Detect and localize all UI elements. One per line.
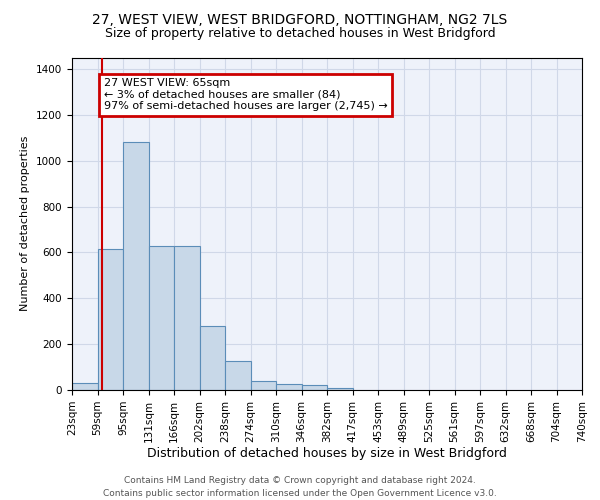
Text: Size of property relative to detached houses in West Bridgford: Size of property relative to detached ho… <box>104 28 496 40</box>
Bar <box>72 383 97 390</box>
Bar <box>97 249 123 390</box>
Text: 27, WEST VIEW, WEST BRIDGFORD, NOTTINGHAM, NG2 7LS: 27, WEST VIEW, WEST BRIDGFORD, NOTTINGHA… <box>92 12 508 26</box>
Text: 27 WEST VIEW: 65sqm
← 3% of detached houses are smaller (84)
97% of semi-detache: 27 WEST VIEW: 65sqm ← 3% of detached hou… <box>104 78 388 112</box>
Bar <box>225 362 251 390</box>
Bar <box>199 326 225 390</box>
X-axis label: Distribution of detached houses by size in West Bridgford: Distribution of detached houses by size … <box>147 448 507 460</box>
Bar <box>276 384 302 390</box>
Text: Contains HM Land Registry data © Crown copyright and database right 2024.
Contai: Contains HM Land Registry data © Crown c… <box>103 476 497 498</box>
Bar <box>251 381 276 390</box>
Bar <box>327 388 353 390</box>
Bar <box>174 246 199 390</box>
Bar <box>302 386 327 390</box>
Bar <box>149 246 174 390</box>
Bar <box>123 142 149 390</box>
Y-axis label: Number of detached properties: Number of detached properties <box>20 136 31 312</box>
